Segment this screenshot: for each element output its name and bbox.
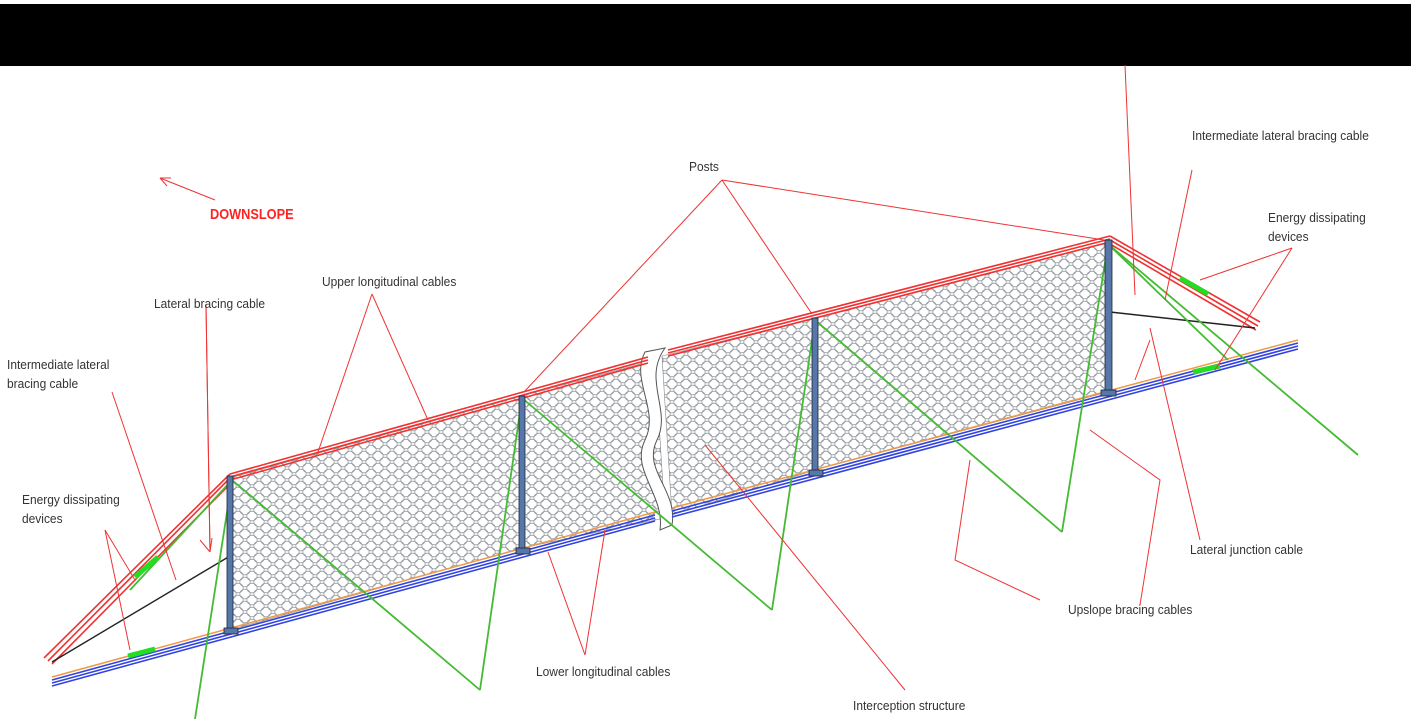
- black-header-bar: [0, 4, 1411, 66]
- post-1: [226, 475, 234, 633]
- leader-lines: [104, 64, 1293, 691]
- lower-longitudinal-label: Lower longitudinal cables: [536, 664, 671, 679]
- energy-device-left-2: [127, 646, 156, 659]
- post-3: [811, 317, 819, 473]
- posts-label: Posts: [689, 159, 719, 174]
- energy-right-label: Energy dissipating devices: [1268, 210, 1366, 244]
- interception-label: Interception structure: [853, 698, 966, 713]
- energy-device-left-1: [133, 555, 160, 579]
- lateral-junction-cables: [51, 311, 1256, 663]
- post-4: [1104, 239, 1113, 395]
- intermediate-left-label: Intermediate lateral bracing cable: [7, 357, 110, 391]
- energy-left-label: Energy dissipating devices: [22, 492, 120, 526]
- upslope-bracing-label: Upslope bracing cables: [1068, 602, 1193, 617]
- lateral-junction-label: Lateral junction cable: [1190, 542, 1304, 557]
- lateral-bracing-label: Lateral bracing cable: [154, 296, 266, 311]
- upslope-bracing-cables: [129, 243, 1359, 719]
- post-2: [518, 395, 526, 551]
- downslope-label: DOWNSLOPE: [210, 206, 294, 223]
- energy-dissipating-devices: [127, 275, 1221, 659]
- posts: [223, 239, 1117, 635]
- energy-device-right-1: [1178, 275, 1210, 297]
- intermediate-right-label: Intermediate lateral bracing cable: [1192, 128, 1369, 143]
- upper-longitudinal-label: Upper longitudinal cables: [322, 274, 457, 289]
- energy-device-right-2: [1192, 363, 1221, 375]
